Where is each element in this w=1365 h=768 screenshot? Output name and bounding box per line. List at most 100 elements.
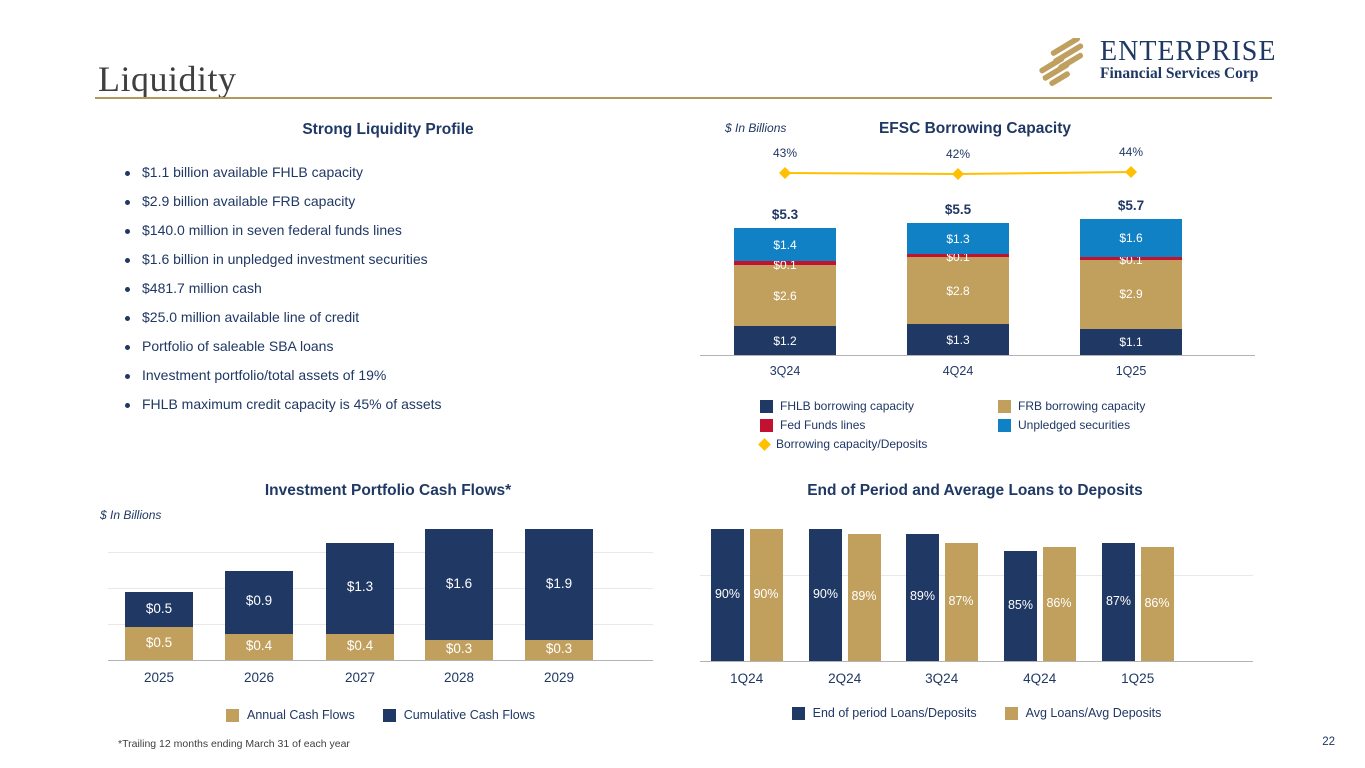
legend-label: End of period Loans/Deposits	[812, 706, 977, 720]
bar-segment	[1080, 256, 1182, 260]
legend-swatch	[998, 418, 1011, 432]
bar-value-label: 90%	[753, 587, 779, 602]
bar-segment	[326, 542, 394, 634]
bar-total-label: $5.7	[1117, 197, 1145, 213]
line-value-label: 42%	[945, 147, 971, 161]
x-axis-label: 2029	[543, 670, 575, 685]
bar	[1042, 546, 1076, 661]
x-axis-label: 3Q24	[925, 671, 959, 686]
bullet-item: $2.9 billion available FRB capacity	[120, 187, 650, 216]
bar-segment	[907, 324, 1009, 355]
bar-value-label: $0.4	[346, 637, 374, 653]
legend-swatch	[760, 418, 773, 432]
legend-swatch	[998, 399, 1011, 413]
bar-value-label: $0.3	[445, 641, 473, 657]
logo-subtitle: Financial Services Corp	[1100, 65, 1259, 82]
borrowing-capacity-line	[779, 166, 1137, 180]
line-value-label: 43%	[772, 146, 798, 160]
x-axis-label: 4Q24	[942, 364, 974, 378]
bar	[809, 529, 842, 661]
bar-value-label: 87%	[948, 593, 974, 608]
bar-value-label: $0.4	[245, 637, 273, 653]
x-axis-label: 2028	[443, 670, 475, 685]
page-number: 22	[1322, 736, 1335, 748]
bar-segment	[734, 326, 836, 355]
bar-value-label: 90%	[714, 587, 741, 602]
legend-item: Unpledged securities	[998, 418, 1130, 432]
bullet-item: $481.7 million cash	[120, 274, 650, 303]
chart-legend: End of period Loans/Deposits Avg Loans/Av…	[700, 706, 1253, 720]
bullet-item: FHLB maximum credit capacity is 45% of a…	[120, 390, 650, 419]
bar-value-label: $2.8	[946, 283, 970, 298]
bullet-item: $1.1 billion available FHLB capacity	[120, 158, 650, 187]
bar-value-label: 85%	[1007, 598, 1034, 613]
bullet-item: $1.6 billion in unpledged investment sec…	[120, 245, 650, 274]
bar	[1140, 546, 1174, 661]
bar-value-label: $1.1	[1119, 334, 1143, 349]
bar-value-label: $0.9	[245, 593, 273, 609]
bullet-item: Portfolio of saleable SBA loans	[120, 332, 650, 361]
x-axis-label: 1Q25	[1115, 364, 1147, 378]
bullet-item: $25.0 million available line of credit	[120, 303, 650, 332]
bar-segment	[525, 529, 593, 641]
x-axis-label: 2025	[143, 670, 175, 685]
cashflows-units-label: $ In Billions	[100, 508, 162, 522]
bar	[906, 533, 939, 661]
bar-value-label: $2.6	[773, 288, 797, 303]
bar-segment	[125, 627, 193, 660]
bar-value-label: $1.3	[946, 332, 970, 347]
legend-label: Borrowing capacity/Deposits	[776, 437, 928, 451]
efsc-units-label: $ In Billions	[725, 121, 787, 135]
cashflows-x-axis	[108, 660, 653, 661]
efsc-chart-title: EFSC Borrowing Capacity	[878, 120, 1072, 137]
legend-label: Unpledged securities	[1018, 418, 1131, 432]
bar-segment	[1080, 218, 1182, 257]
legend-item: Fed Funds lines	[760, 418, 865, 432]
bar-total-label: $5.3	[771, 207, 799, 223]
legend-item: FRB borrowing capacity	[998, 399, 1145, 413]
bar	[1004, 551, 1037, 661]
loans-x-axis	[700, 661, 1253, 662]
bar-segment	[734, 228, 836, 262]
diamond-marker-icon	[779, 167, 791, 179]
bar-value-label: $2.9	[1119, 287, 1143, 302]
page-title: Liquidity	[98, 59, 237, 100]
chart-legend: Annual Cash Flows Cumulative Cash Flows	[108, 708, 653, 722]
x-axis-label: 1Q24	[730, 671, 764, 686]
bar-segment	[907, 257, 1009, 325]
bar-segment	[125, 592, 193, 627]
legend-label: Cumulative Cash Flows	[403, 708, 535, 722]
bullet-item: Investment portfolio/total assets of 19%	[120, 361, 650, 390]
legend-swatch	[1004, 706, 1018, 720]
bar-value-label: 87%	[1105, 593, 1132, 608]
legend-label: Fed Funds lines	[780, 418, 866, 432]
legend-diamond-icon	[758, 437, 771, 451]
legend-label: Avg Loans/Avg Deposits	[1025, 706, 1162, 720]
bar-segment	[425, 640, 493, 660]
legend-swatch	[760, 399, 773, 413]
legend-item: Cumulative Cash Flows	[382, 708, 535, 722]
diamond-marker-icon	[1125, 166, 1137, 178]
bar-value-label: $1.6	[1119, 230, 1143, 245]
loans-chart-title: End of Period and Average Loans to Depos…	[807, 482, 1143, 499]
bar-value-label: $0.3	[545, 641, 573, 657]
legend-label: FRB borrowing capacity	[1018, 399, 1146, 413]
bar-value-label: $1.9	[545, 575, 573, 591]
bar-segment	[525, 640, 593, 660]
bar-segment	[907, 223, 1009, 255]
bar-value-label: 86%	[1144, 595, 1170, 610]
legend-item: Annual Cash Flows	[226, 708, 355, 722]
bar-segment	[734, 261, 836, 265]
bar-segment	[225, 570, 293, 634]
bar-segment	[1080, 259, 1182, 329]
x-axis-label: 2026	[243, 670, 275, 685]
bar	[1102, 542, 1135, 661]
bar-value-label: $1.2	[773, 333, 797, 348]
bar-value-label: 90%	[812, 587, 839, 602]
bar-segment	[1080, 328, 1182, 355]
company-logo: ENTERPRISE Financial Services Corp	[1038, 38, 1276, 86]
legend-item: Avg Loans/Avg Deposits	[1004, 706, 1162, 720]
bar-value-label: 86%	[1046, 595, 1072, 610]
legend-swatch	[382, 708, 396, 722]
